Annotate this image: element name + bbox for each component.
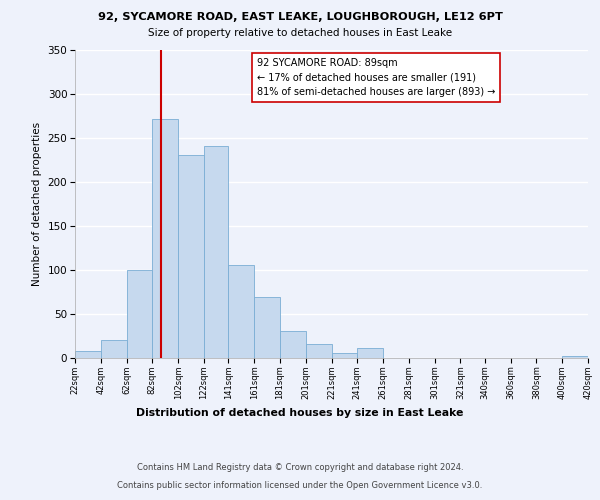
Bar — [306, 344, 331, 358]
Bar — [178, 154, 204, 358]
Text: Distribution of detached houses by size in East Leake: Distribution of detached houses by size … — [136, 408, 464, 418]
Y-axis label: Number of detached properties: Number of detached properties — [32, 122, 42, 286]
Text: Contains HM Land Registry data © Crown copyright and database right 2024.: Contains HM Land Registry data © Crown c… — [137, 463, 463, 472]
Bar — [204, 146, 229, 358]
Bar — [152, 118, 178, 358]
Text: 92, SYCAMORE ROAD, EAST LEAKE, LOUGHBOROUGH, LE12 6PT: 92, SYCAMORE ROAD, EAST LEAKE, LOUGHBORO… — [98, 12, 502, 22]
Bar — [127, 270, 152, 358]
Bar — [254, 297, 280, 358]
Bar — [75, 352, 101, 358]
Bar — [280, 331, 306, 357]
Bar — [562, 356, 588, 358]
Text: 92 SYCAMORE ROAD: 89sqm
← 17% of detached houses are smaller (191)
81% of semi-d: 92 SYCAMORE ROAD: 89sqm ← 17% of detache… — [257, 58, 496, 98]
Text: Size of property relative to detached houses in East Leake: Size of property relative to detached ho… — [148, 28, 452, 38]
Bar — [229, 265, 254, 358]
Text: Contains public sector information licensed under the Open Government Licence v3: Contains public sector information licen… — [118, 480, 482, 490]
Bar — [101, 340, 127, 357]
Bar — [357, 348, 383, 358]
Bar — [331, 353, 357, 358]
